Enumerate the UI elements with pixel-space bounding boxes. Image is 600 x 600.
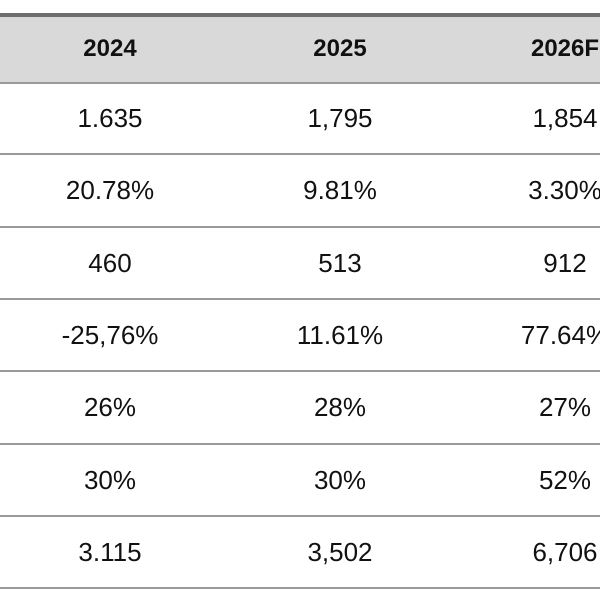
row-separator bbox=[0, 370, 600, 373]
table-cell: 912 bbox=[543, 247, 587, 278]
table-cell: 28% bbox=[313, 392, 367, 423]
table-cell: 30% bbox=[313, 464, 367, 495]
table-cell: 3,502 bbox=[307, 536, 373, 567]
table-cell: 513 bbox=[318, 247, 362, 278]
top-border bbox=[0, 13, 600, 17]
table-cell: 9.81% bbox=[303, 175, 377, 206]
row-separator bbox=[0, 587, 600, 590]
row-separator bbox=[0, 442, 600, 445]
table-cell: 460 bbox=[88, 247, 132, 278]
header-background bbox=[0, 17, 600, 82]
row-separator bbox=[0, 514, 600, 517]
table-cell: 1,795 bbox=[307, 103, 373, 134]
table-cell: 52% bbox=[538, 464, 592, 495]
table-cell: 1,854 bbox=[532, 103, 598, 134]
row-separator bbox=[0, 82, 600, 84]
column-header: 2026F bbox=[530, 35, 600, 62]
table-cell: 11.61% bbox=[296, 320, 384, 351]
row-separator bbox=[0, 153, 600, 156]
table-cell: 26% bbox=[83, 392, 137, 423]
row-separator bbox=[0, 297, 600, 300]
table-cell: 27% bbox=[538, 392, 592, 423]
table-cell: 6,706 bbox=[532, 536, 598, 567]
row-separator bbox=[0, 225, 600, 228]
column-header: 2024 bbox=[83, 35, 137, 62]
table-cell: 30% bbox=[83, 464, 137, 495]
column-header: 2025 bbox=[313, 35, 367, 62]
table-cell: 20.78% bbox=[65, 175, 155, 206]
table-cell: 3.30% bbox=[528, 175, 600, 206]
table-cell: 77.64% bbox=[520, 320, 600, 351]
table-cell: 3.115 bbox=[78, 536, 142, 567]
table-cell: 1.635 bbox=[77, 103, 143, 134]
table-cell: -25,76% bbox=[61, 320, 159, 351]
